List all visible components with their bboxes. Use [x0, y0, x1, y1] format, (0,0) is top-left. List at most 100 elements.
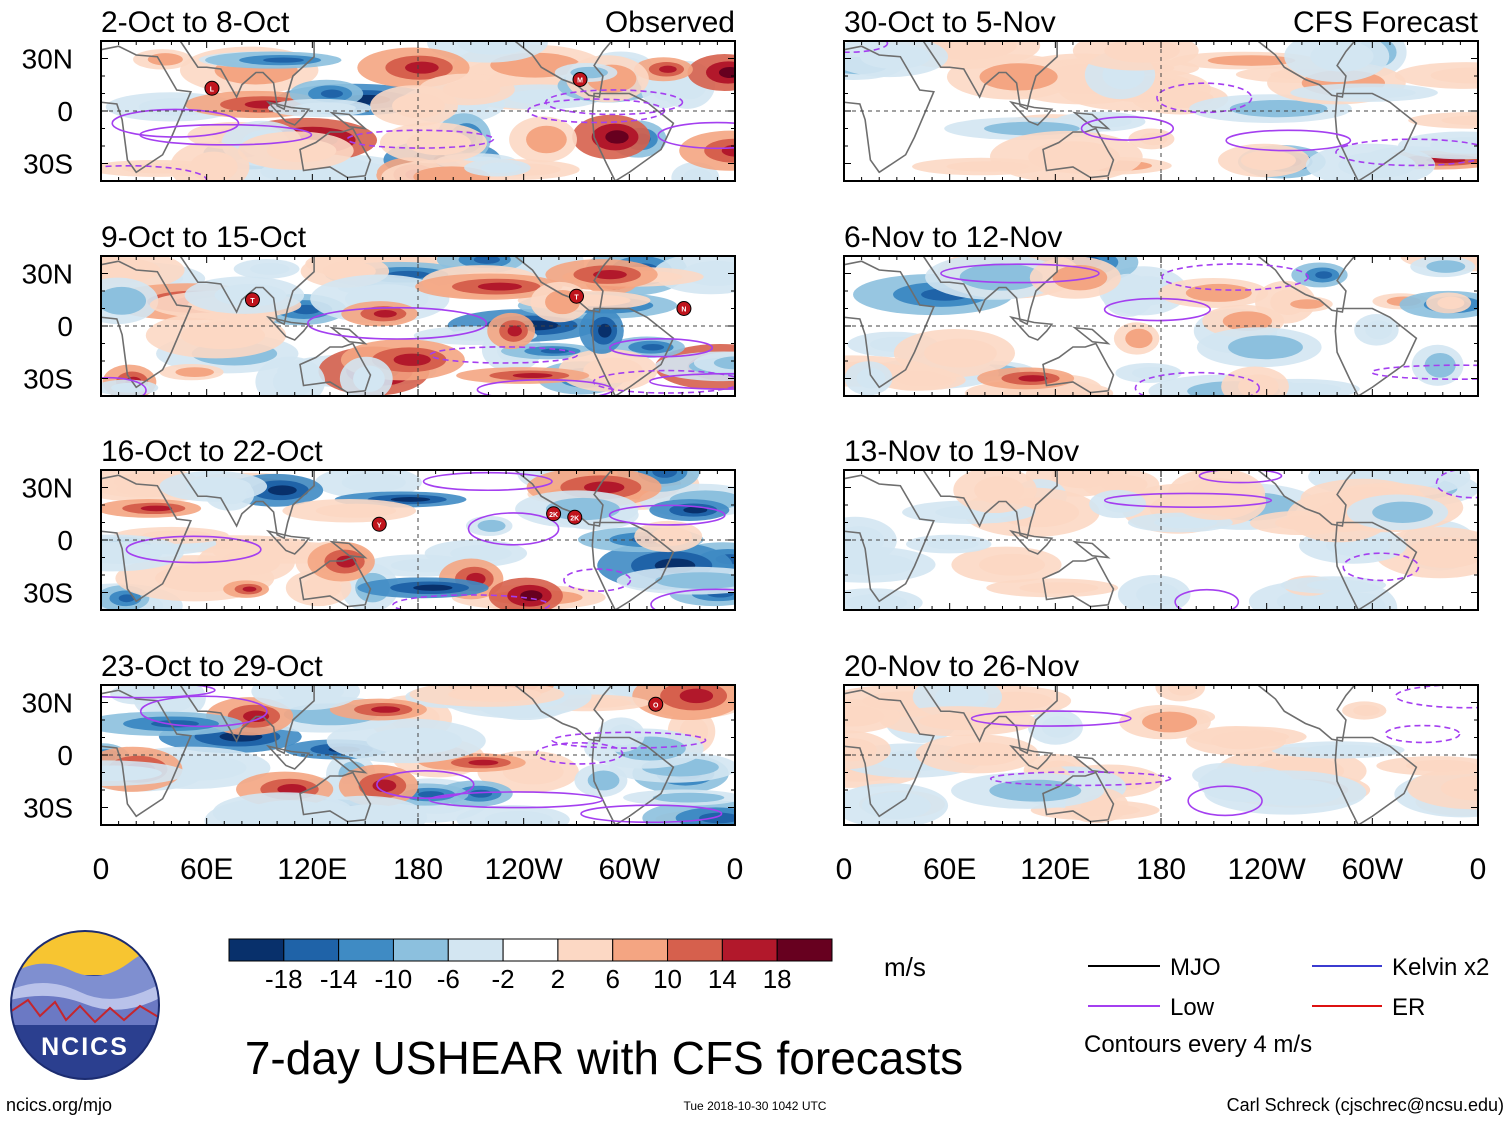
contour: [989, 771, 1172, 787]
shear-blob: [679, 130, 735, 171]
shear-blob: [465, 515, 513, 536]
shear-blob: [1305, 143, 1436, 181]
coastline: [1042, 127, 1115, 179]
coastline: [1334, 307, 1418, 396]
storm-marker: T: [569, 288, 584, 304]
shear-blob: [1290, 83, 1438, 102]
contour: [139, 695, 268, 728]
coastline: [905, 470, 1058, 540]
shear-blob: [1342, 701, 1387, 720]
colorbar-segment: [667, 938, 723, 962]
legend-low-label: Low: [1170, 994, 1215, 1021]
shear-blob: [299, 795, 428, 825]
x-tick-label: 180: [1136, 853, 1186, 886]
shear-blob: [101, 760, 186, 786]
colorbar-segment: [776, 938, 833, 962]
coastline: [1042, 342, 1115, 394]
storm-letter: L: [210, 86, 215, 93]
shear-blob: [101, 499, 202, 518]
coastlines: [101, 256, 675, 396]
low-contours: [125, 471, 735, 610]
x-axis-labels-observed: 0 60E 120E 180 120W 60W 0: [93, 853, 744, 886]
storm-letter: T: [250, 298, 255, 305]
coastline: [1008, 100, 1054, 126]
coastline: [299, 556, 372, 608]
shear-blob: [990, 130, 1143, 181]
colorbar-label: -6: [437, 964, 460, 994]
coastline: [1042, 771, 1115, 823]
coastline: [299, 771, 372, 823]
contour: [1187, 785, 1263, 817]
coastline: [591, 92, 675, 181]
shear-blob: [424, 539, 528, 568]
contour: [563, 568, 632, 592]
coastline: [329, 111, 368, 130]
contour: [101, 685, 216, 699]
contour: [592, 369, 735, 394]
colorbar-segment: [283, 938, 340, 962]
coastline: [1334, 736, 1418, 825]
shear-blob: [1027, 709, 1083, 745]
contour: [1370, 364, 1478, 381]
coastline: [844, 689, 935, 818]
shear-blob: [880, 706, 1037, 737]
contour: [940, 263, 1100, 284]
legend-mjo-label: MJO: [1170, 954, 1221, 981]
contour: [1134, 371, 1260, 396]
shear-field: [101, 256, 735, 396]
shear-field: [101, 41, 735, 181]
logo-text: NCICS: [41, 1033, 129, 1061]
x-tick-label: 0: [1470, 853, 1487, 886]
y-tick-label: 30N: [22, 259, 73, 290]
shear-blob: [1217, 143, 1310, 178]
coastline: [1072, 326, 1111, 345]
shear-blob: [634, 57, 693, 82]
coastline: [905, 256, 1058, 326]
shear-blob: [616, 566, 735, 595]
coastline: [101, 474, 192, 603]
shear-blob: [251, 685, 361, 711]
y-tick-label: 0: [57, 311, 73, 342]
panel-5: 30-Oct to 5-Nov CFS Forecast: [843, 6, 1479, 182]
colorbar-segment: [502, 938, 559, 962]
shear-blob: [1072, 41, 1199, 71]
panel-ticks: [100, 684, 736, 826]
y-tick-label: 0: [57, 525, 73, 556]
storm-letter: O: [653, 702, 659, 709]
coastlines: [844, 685, 1418, 825]
shear-blob: [456, 367, 590, 384]
storm-marker: L: [204, 80, 220, 96]
shear-blob: [1426, 292, 1472, 314]
panel-ticks: [843, 40, 1479, 182]
panel-ticks: [843, 684, 1479, 826]
shear-blob: [671, 162, 720, 181]
storm-marker: 2K: [546, 506, 562, 522]
shear-blob: [464, 159, 531, 177]
coastlines: [844, 41, 1418, 181]
contour: [1198, 470, 1283, 484]
storm-marker: 2K: [567, 509, 583, 525]
shear-field: [844, 256, 1478, 396]
shear-blob: [1119, 704, 1211, 740]
shear-blob: [101, 711, 243, 736]
coastline: [101, 689, 192, 818]
storm-marker: Y: [371, 516, 387, 532]
coastline: [329, 540, 368, 559]
y-tick-label: 30N: [22, 688, 73, 719]
panel-7: 13-Nov to 19-Nov: [843, 435, 1479, 611]
coastline: [591, 521, 675, 610]
shear-blob: [1407, 767, 1478, 810]
contour-note: Contours every 4 m/s: [1084, 1031, 1312, 1058]
contour: [1395, 685, 1478, 709]
colorbar-label: 2: [551, 964, 565, 994]
x-tick-label: 60W: [1341, 853, 1403, 886]
coastline: [1334, 521, 1418, 610]
contour: [535, 742, 624, 765]
panel-1: L M 30N 0 30S 2-Oct to 8-Oct Observed: [22, 6, 736, 182]
shear-blob: [1321, 582, 1398, 610]
panel-date-label: 2-Oct to 8-Oct: [101, 6, 290, 39]
shear-blob: [101, 277, 159, 325]
shear-blob: [196, 540, 296, 584]
panel-date-label: 13-Nov to 19-Nov: [844, 435, 1079, 468]
